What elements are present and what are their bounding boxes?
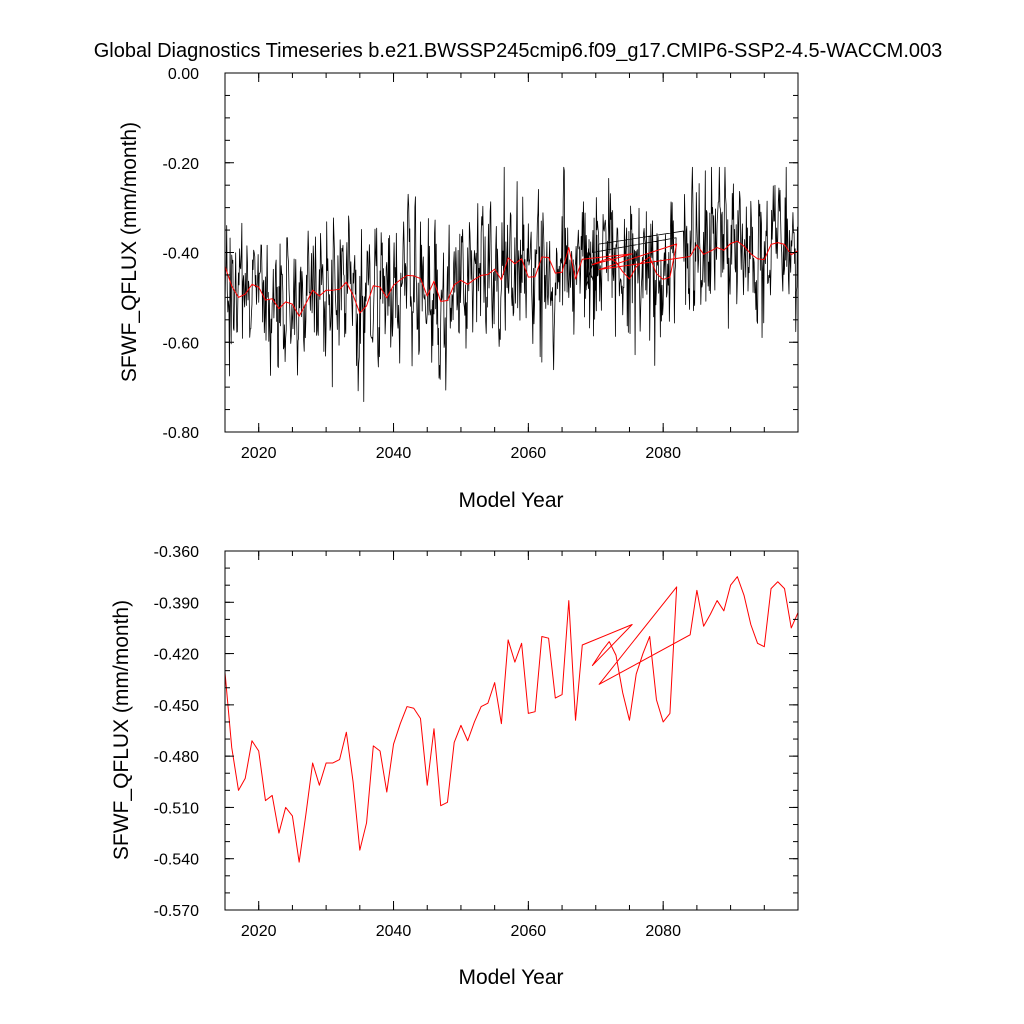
bottom-x-tick-labels: 2020 2040 2060 2080: [241, 923, 681, 940]
bot-y-tick-label: -0.450: [154, 698, 199, 715]
top-axis-ticks: [224, 72, 799, 433]
bottom-axis-ticks: [224, 550, 799, 911]
bot-y-tick-label: -0.540: [154, 852, 199, 869]
bottom-y-axis-label: SFWF_QFLUX (mm/month): [110, 600, 133, 860]
bot-x-tick-label: 2040: [376, 923, 412, 940]
bot-y-tick-label: -0.510: [154, 800, 199, 817]
bot-x-tick-label: 2060: [511, 923, 547, 940]
monthly-series-path: [224, 73, 798, 403]
bottom-panel: 2020 2040 2060 2080 -0.360 -0.390 -0.420 -0.45…: [110, 544, 799, 989]
top-y-tick-label: -0.20: [163, 156, 200, 173]
top-y-tick-label: 0.00: [168, 66, 199, 83]
annual-mean-series-line: [224, 576, 799, 863]
annual-mean-series-line: [224, 240, 799, 317]
bot-y-tick-label: -0.420: [154, 647, 199, 664]
bot-x-tick-label: 2020: [241, 923, 277, 940]
top-y-tick-label: -0.60: [163, 335, 200, 352]
top-y-axis-label: SFWF_QFLUX (mm/month): [118, 122, 141, 382]
bottom-y-tick-labels: -0.360 -0.390 -0.420 -0.450 -0.480 -0.510 -0.5…: [154, 544, 199, 920]
top-y-tick-label: -0.40: [163, 246, 200, 263]
bot-y-tick-label: -0.480: [154, 749, 199, 766]
bot-y-tick-label: -0.570: [154, 903, 199, 920]
top-x-tick-label: 2020: [241, 445, 277, 462]
bot-y-tick-label: -0.360: [154, 544, 199, 561]
top-panel: 2020 2040 2060 2080 0.00 -0.20 -0.40 -0.60 -0.8…: [118, 66, 799, 512]
top-y-tick-label: -0.80: [163, 425, 200, 442]
top-x-tick-label: 2080: [645, 445, 681, 462]
top-x-axis-label: Model Year: [458, 489, 563, 512]
bottom-x-axis-label: Model Year: [458, 966, 563, 989]
annual-mean-series-path: [224, 576, 799, 863]
top-x-tick-labels: 2020 2040 2060 2080: [241, 445, 681, 462]
figure-title: Global Diagnostics Timeseries b.e21.BWSS…: [94, 40, 943, 62]
top-x-tick-label: 2060: [511, 445, 547, 462]
top-x-tick-label: 2040: [376, 445, 412, 462]
bot-x-tick-label: 2080: [645, 923, 681, 940]
bot-y-tick-label: -0.390: [154, 595, 199, 612]
top-y-tick-labels: 0.00 -0.20 -0.40 -0.60 -0.80: [163, 66, 200, 442]
monthly-series-line: [224, 73, 798, 403]
annual-mean-series-path: [224, 240, 799, 317]
bottom-plot-frame: [224, 550, 799, 911]
